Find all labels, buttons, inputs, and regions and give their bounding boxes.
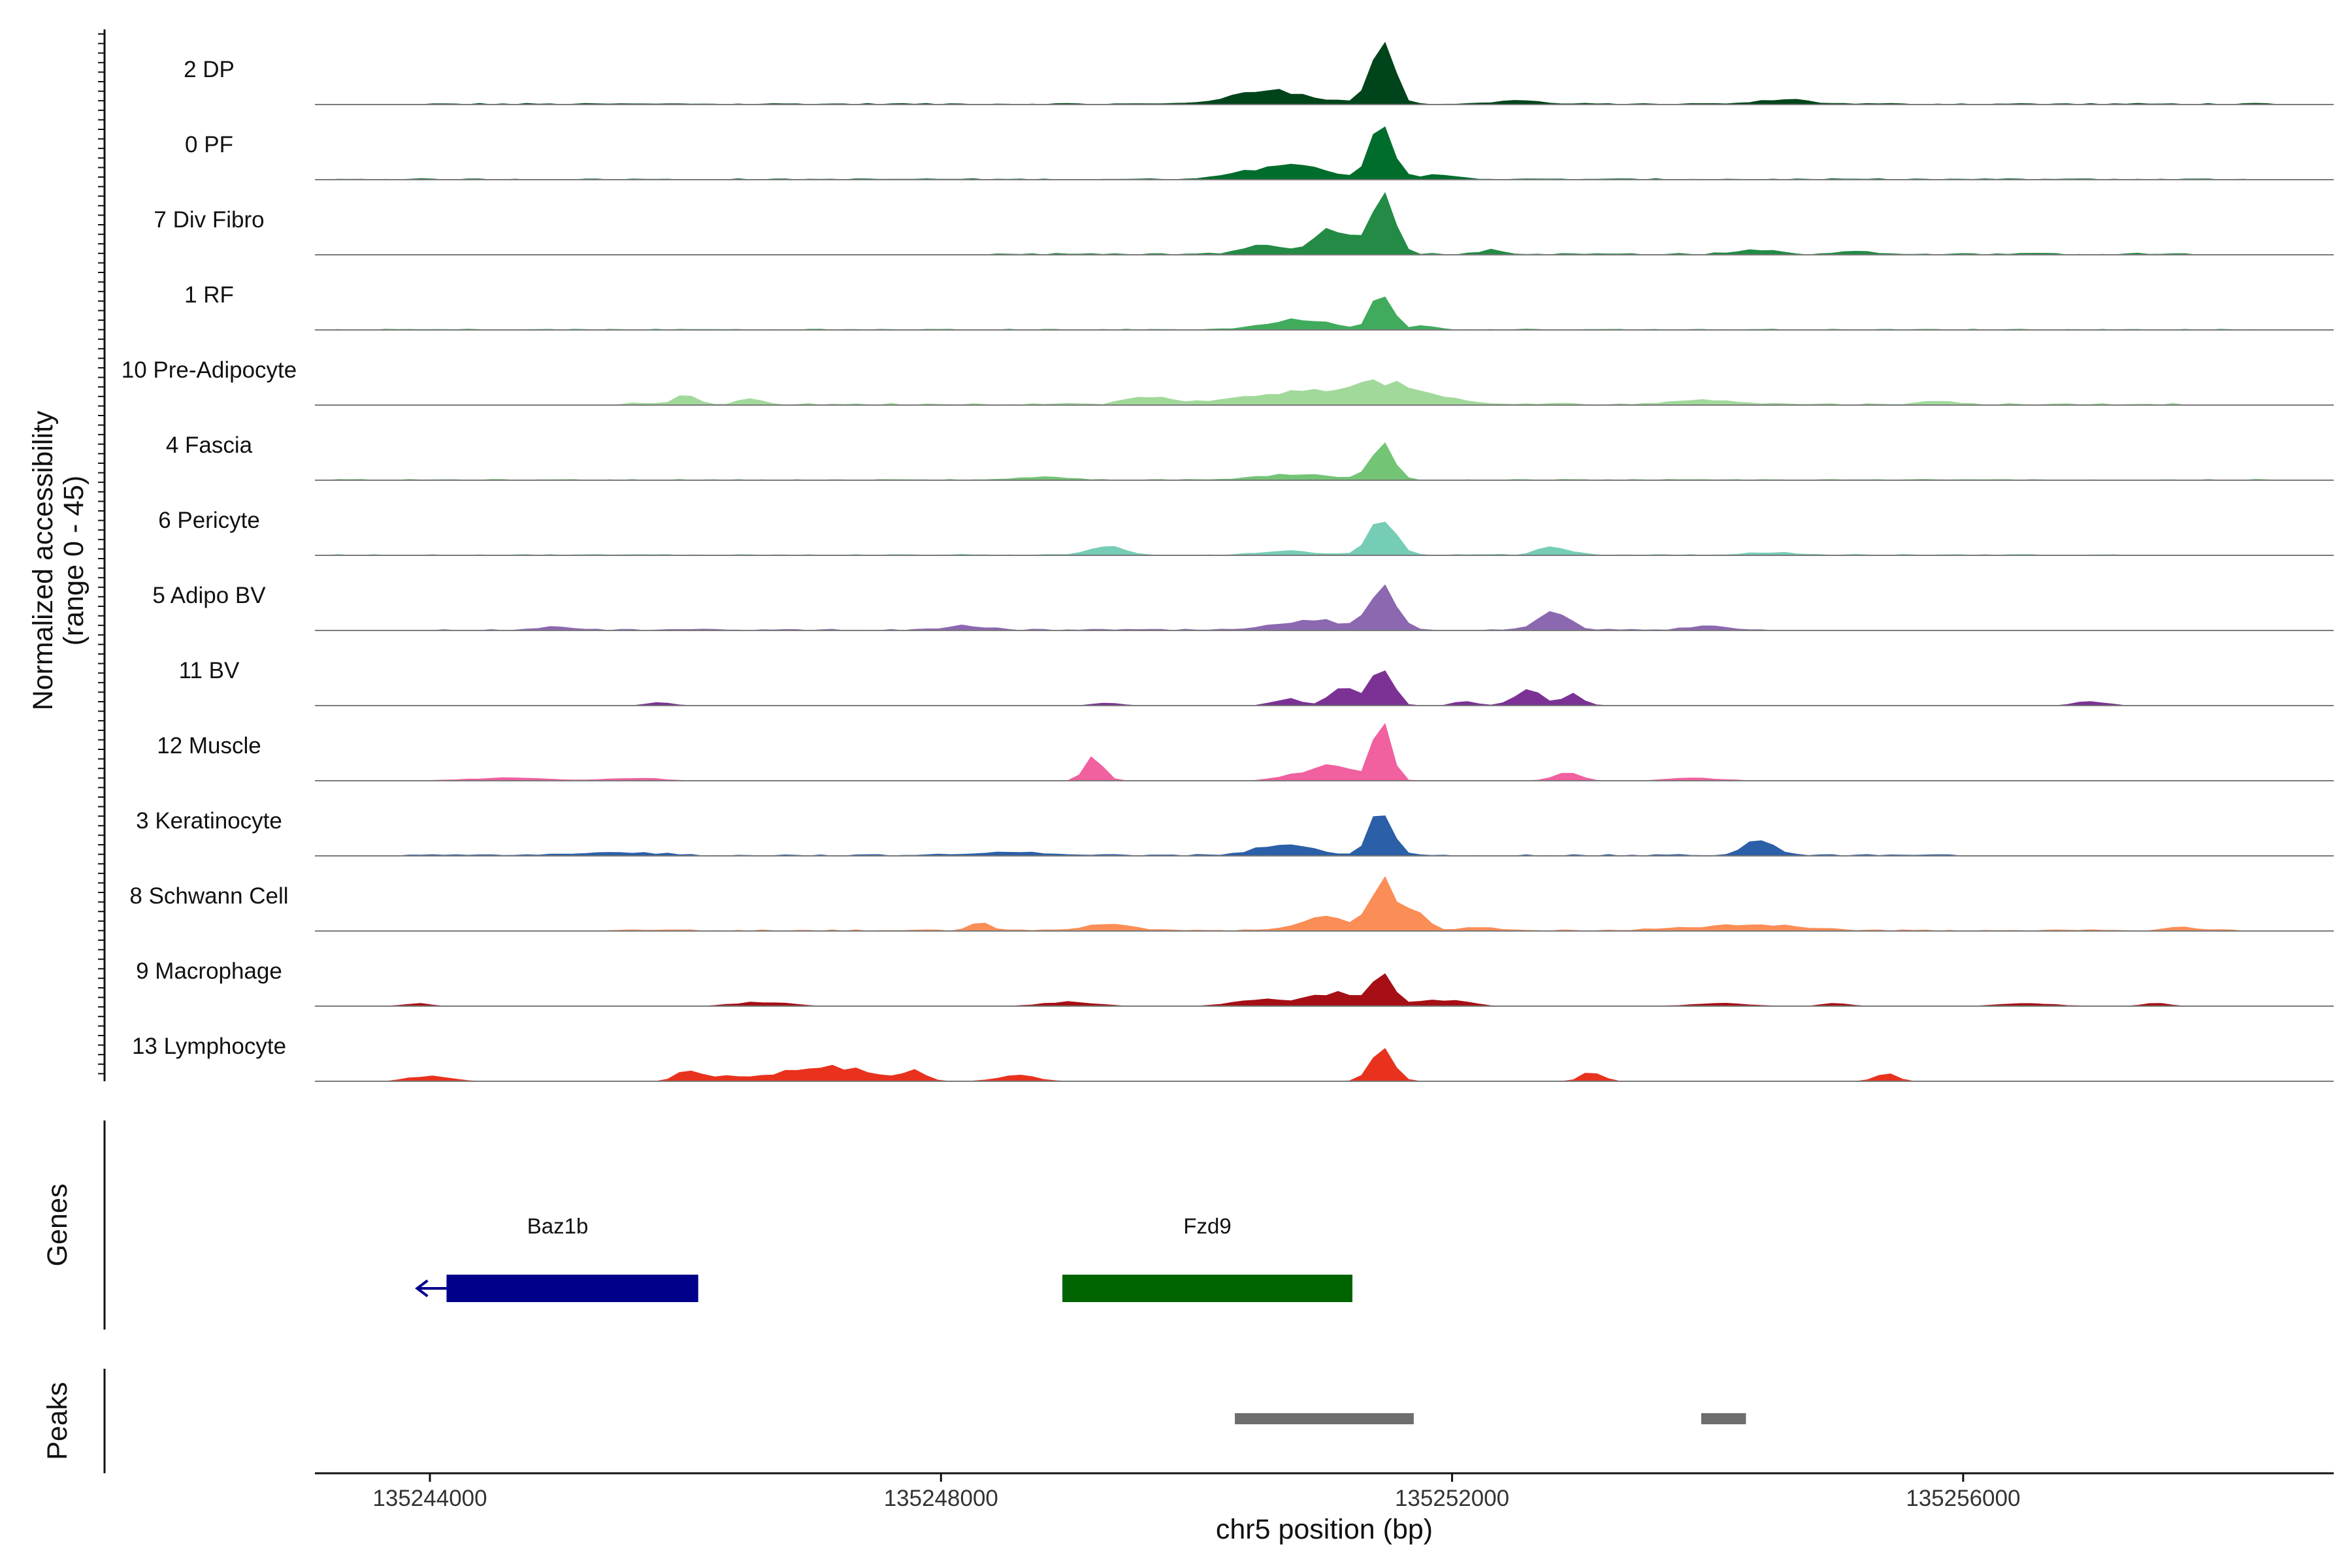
gene-label: Fzd9 — [1183, 1214, 1231, 1238]
gene-exon — [446, 1275, 698, 1302]
coverage-area — [315, 521, 2334, 556]
track-label: 13 Lymphocyte — [132, 1034, 286, 1059]
coverage-area — [315, 126, 2334, 180]
track-label: 10 Pre-Adipocyte — [122, 357, 297, 383]
coverage-area — [315, 1048, 2334, 1082]
x-tick-label: 135248000 — [884, 1486, 998, 1511]
coverage-area — [315, 442, 2334, 481]
x-tick-label: 135252000 — [1395, 1486, 1509, 1511]
coverage-area — [315, 723, 2334, 781]
track-label: 0 PF — [185, 132, 233, 157]
gene-exon — [1062, 1275, 1353, 1302]
coverage-y-ticks — [98, 33, 105, 1075]
track-label: 9 Macrophage — [136, 958, 282, 984]
track-label: 12 Muscle — [157, 733, 261, 759]
coverage-area — [315, 815, 2334, 857]
coverage-area — [315, 973, 2334, 1007]
coverage-area — [315, 379, 2334, 406]
coverage-area — [315, 41, 2334, 105]
track-label: 4 Fascia — [166, 433, 253, 458]
track-label: 5 Adipo BV — [152, 583, 266, 608]
peak-region — [1235, 1413, 1414, 1424]
gene-label: Baz1b — [527, 1214, 589, 1238]
track-label: 1 RF — [184, 282, 234, 308]
track-label: 3 Keratinocyte — [136, 808, 282, 834]
peak-regions — [1235, 1413, 1746, 1424]
x-tick-label: 135244000 — [372, 1486, 487, 1511]
coverage-area — [315, 584, 2334, 631]
x-tick-label: 135256000 — [1906, 1486, 2020, 1511]
x-axis-ticks: 135244000 135248000 135252000 135256000 — [372, 1473, 2020, 1511]
track-label: 8 Schwann Cell — [129, 883, 288, 909]
coverage-area — [315, 875, 2334, 932]
track-label: 2 DP — [184, 57, 235, 82]
coverage-area — [315, 670, 2334, 706]
strand-arrow — [415, 1279, 429, 1298]
x-axis-title: chr5 position (bp) — [1216, 1514, 1433, 1545]
track-label: 7 Div Fibro — [154, 207, 264, 233]
genes-panel-title: Genes — [42, 1184, 73, 1267]
track-label: 6 Pericyte — [158, 508, 260, 533]
peaks-panel-title: Peaks — [42, 1382, 73, 1460]
coverage-area — [315, 296, 2334, 331]
coverage-area — [315, 191, 2334, 255]
coverage-tracks: 2 DP 0 PF 7 Div Fibro 1 RF 10 Pre-Adipocyte 4… — [122, 41, 2334, 1082]
y-axis-range: (range 0 - 45) — [58, 476, 90, 646]
gene-annotations: Baz1b Fzd9 — [415, 1214, 1353, 1302]
peak-region — [1701, 1413, 1746, 1424]
y-axis-title: Normalized accessibility — [27, 410, 59, 710]
track-label: 11 BV — [179, 658, 240, 683]
